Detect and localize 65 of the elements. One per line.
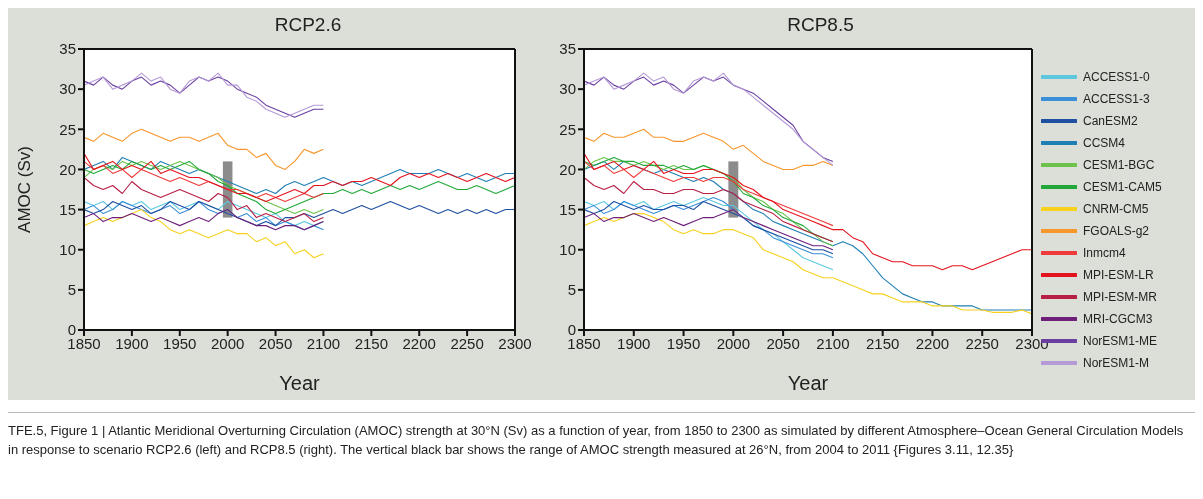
x-tick-label: 2000 xyxy=(210,334,245,352)
x-axis-title: Year xyxy=(787,372,829,394)
x-axis-title: Year xyxy=(279,372,321,394)
x-tick-label: 2050 xyxy=(766,334,800,352)
y-tick-label: 5 xyxy=(567,281,576,299)
legend-label: MPI-ESM-LR xyxy=(1083,268,1154,282)
y-tick-label: 30 xyxy=(59,80,76,98)
legend-label: CNRM-CM5 xyxy=(1083,202,1149,216)
line-series xyxy=(84,176,324,223)
line-series xyxy=(584,152,1032,271)
x-tick-label: 1900 xyxy=(115,334,149,352)
chart-title: RCP2.6 xyxy=(273,14,343,37)
x-tick-label: 2150 xyxy=(865,334,900,352)
y-tick-label: 15 xyxy=(559,200,576,218)
y-tick-label: 5 xyxy=(67,281,76,299)
x-tick-label: 2300 xyxy=(498,334,532,352)
line-series xyxy=(584,213,1032,315)
x-tick-label: 1950 xyxy=(666,334,701,352)
y-tick-label: 10 xyxy=(59,241,76,259)
x-tick-label: 2200 xyxy=(915,334,950,352)
legend-label: NorESM1-M xyxy=(1083,356,1150,370)
y-axis-title: AMOC (Sv) xyxy=(15,146,35,233)
line-series xyxy=(84,128,324,170)
line-series xyxy=(84,152,515,203)
x-tick-label: 1950 xyxy=(163,334,197,352)
legend-label: Inmcm4 xyxy=(1083,246,1126,260)
legend-label: MRI-CGCM3 xyxy=(1083,312,1153,326)
x-tick-label: 2250 xyxy=(965,334,999,352)
legend-label: MPI-ESM-MR xyxy=(1083,290,1157,304)
line-series xyxy=(84,200,515,227)
line-series xyxy=(84,160,515,215)
legend-label: CanESM2 xyxy=(1083,114,1138,128)
line-series xyxy=(584,160,834,227)
y-tick-label: 35 xyxy=(59,40,76,58)
x-tick-label: 2250 xyxy=(450,334,484,352)
x-tick-label: 2000 xyxy=(716,334,751,352)
line-series xyxy=(584,176,834,243)
y-tick-label: 25 xyxy=(559,120,576,138)
legend-label: CCSM4 xyxy=(1083,136,1126,150)
line-series xyxy=(584,128,834,170)
y-tick-label: 20 xyxy=(559,160,576,178)
y-tick-label: 30 xyxy=(559,80,576,98)
line-series xyxy=(84,209,324,259)
chart-title: RCP8.5 xyxy=(786,14,855,37)
y-tick-label: 10 xyxy=(559,241,576,259)
y-tick-label: 35 xyxy=(559,40,576,58)
y-tick-label: 20 xyxy=(59,160,76,178)
x-tick-label: 2200 xyxy=(402,334,436,352)
legend-label: FGOALS-g2 xyxy=(1083,224,1150,238)
legend-label: ACCESS1-0 xyxy=(1083,70,1150,84)
line-series xyxy=(584,209,834,251)
legend-label: CESM1-CAM5 xyxy=(1083,180,1162,194)
x-tick-label: 2150 xyxy=(354,334,389,352)
x-tick-label: 2100 xyxy=(816,334,850,352)
y-tick-label: 25 xyxy=(59,120,76,138)
x-tick-label: 1900 xyxy=(617,334,651,352)
legend-label: ACCESS1-3 xyxy=(1083,92,1150,106)
text: TFE.5, Figure 1 | Atlantic Meridional Overturning Circulation (AMOC) strength at 30°N (Sv) as a function of year, from 1850 to 2300 as simulated by different Atmosphere–Ocean General Circulation Models in response to scenario RCP2.6 (left) and RCP8.5 (right). The vertical black bar shows the range of AMOC strength measured at 26°N, from 2004 to 2011 {Figures 3.11, 12.35} xyxy=(8,422,1185,459)
line-series xyxy=(584,196,834,271)
line-series xyxy=(84,209,324,231)
legend-label: NorESM1-ME xyxy=(1083,334,1158,348)
y-tick-label: 15 xyxy=(59,200,76,218)
legend-label: CESM1-BGC xyxy=(1083,158,1155,172)
x-tick-label: 2050 xyxy=(258,334,293,352)
x-tick-label: 2100 xyxy=(306,334,341,352)
